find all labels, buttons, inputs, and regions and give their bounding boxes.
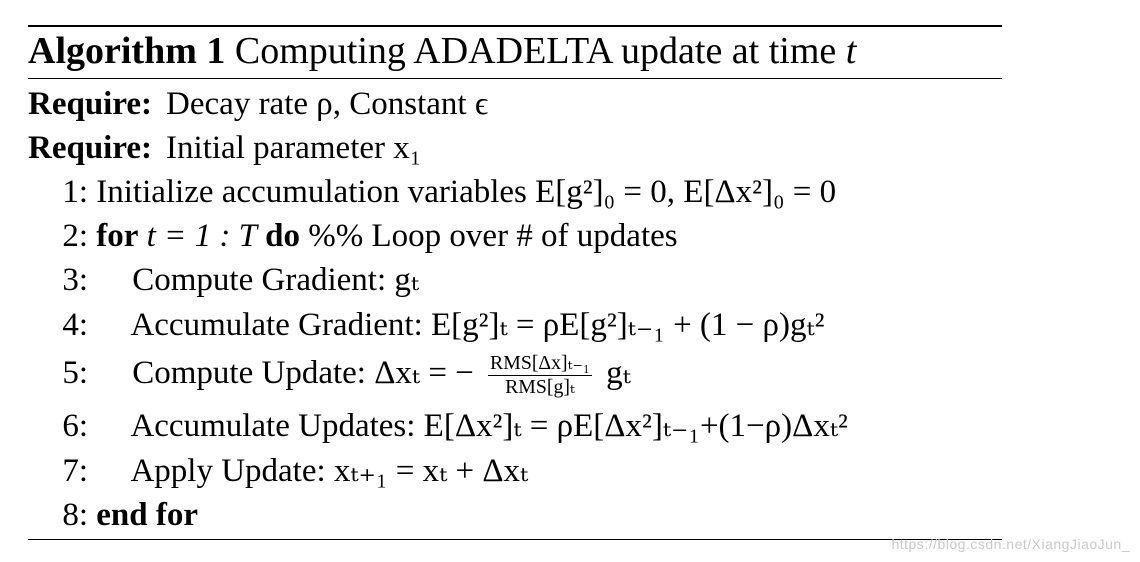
step-number: 7: [62, 453, 88, 489]
fraction-numerator: RMS[Δx]ₜ₋₁ [488, 352, 592, 376]
step-line-8: 8: end for [28, 495, 198, 535]
require-text: Initial parameter x₁ [166, 130, 422, 166]
do-keyword: do [265, 218, 301, 254]
algorithm-title-text: Computing ADADELTA update at time [234, 30, 837, 72]
step-line-3: 3: Compute Gradient: gₜ [28, 260, 419, 300]
step-text: Apply Update: xₜ₊₁ = xₜ + Δxₜ [130, 453, 529, 489]
algorithm-label: Algorithm 1 [28, 30, 226, 72]
algorithm-title: Algorithm 1 Computing ADADELTA update at… [28, 28, 856, 74]
bottom-rule [28, 539, 1002, 540]
step-line-5: 5: Compute Update: Δxₜ = − RMS[Δx]ₜ₋₁ RM… [28, 352, 631, 399]
title-rule [28, 78, 1002, 79]
step-line-4: 4: Accumulate Gradient: E[g²]ₜ = ρE[g²]ₜ… [28, 305, 825, 345]
step-number: 8: [62, 497, 88, 533]
require-line-1: Require: Decay rate ρ, Constant ϵ [28, 84, 488, 124]
step-number: 4: [62, 307, 88, 343]
loop-comment: %% Loop over # of updates [308, 218, 678, 254]
step-number: 3: [62, 262, 88, 298]
end-for-keyword: end for [96, 497, 198, 533]
step-line-6: 6: Accumulate Updates: E[Δx²]ₜ = ρE[Δx²]… [28, 406, 848, 446]
step-text: Accumulate Gradient: E[g²]ₜ = ρE[g²]ₜ₋₁ … [130, 307, 825, 343]
step-text-suffix: gₜ [606, 354, 631, 391]
for-keyword: for [96, 218, 139, 254]
require-text: Decay rate ρ, Constant ϵ [166, 86, 489, 122]
step-text: Compute Gradient: gₜ [132, 262, 420, 298]
step-number: 2: [62, 218, 88, 254]
loop-range: t = 1 : T [146, 218, 257, 254]
algorithm-title-var: t [845, 30, 857, 72]
step-number: 1: [62, 174, 88, 210]
rms-fraction: RMS[Δx]ₜ₋₁ RMS[g]ₜ [488, 352, 592, 399]
step-line-7: 7: Apply Update: xₜ₊₁ = xₜ + Δxₜ [28, 451, 528, 491]
step-number: 5: [62, 354, 88, 391]
require-keyword: Require: [28, 86, 153, 122]
step-text: Initialize accumulation variables E[g²]₀… [96, 174, 837, 210]
fraction-denominator: RMS[g]ₜ [505, 375, 575, 398]
step-text-prefix: Compute Update: Δxₜ = − [132, 354, 474, 391]
step-text: Accumulate Updates: E[Δx²]ₜ = ρE[Δx²]ₜ₋₁… [130, 408, 848, 444]
step-line-2: 2: for t = 1 : T do %% Loop over # of up… [28, 216, 678, 256]
step-line-1: 1: Initialize accumulation variables E[g… [28, 172, 836, 212]
step-number: 6: [62, 408, 88, 444]
watermark: https://blog.csdn.net/XiangJiaoJun_ [891, 536, 1130, 552]
require-keyword: Require: [28, 130, 153, 166]
require-line-2: Require: Initial parameter x₁ [28, 128, 421, 168]
top-rule [28, 25, 1002, 27]
